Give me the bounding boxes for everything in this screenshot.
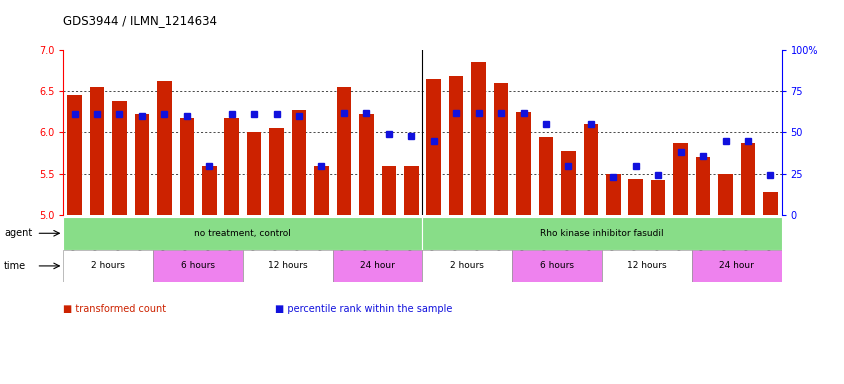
Text: agent: agent xyxy=(4,228,32,238)
Bar xyxy=(583,124,598,215)
Text: time: time xyxy=(4,261,26,271)
Bar xyxy=(314,166,328,215)
Text: ■ percentile rank within the sample: ■ percentile rank within the sample xyxy=(274,304,452,314)
Bar xyxy=(179,118,194,215)
Bar xyxy=(471,62,485,215)
Bar xyxy=(112,101,127,215)
Text: 2 hours: 2 hours xyxy=(450,262,484,270)
Bar xyxy=(628,179,642,215)
Bar xyxy=(68,95,82,215)
Bar xyxy=(695,157,710,215)
Bar xyxy=(336,87,351,215)
Text: Rho kinase inhibitor fasudil: Rho kinase inhibitor fasudil xyxy=(539,229,663,238)
Text: 6 hours: 6 hours xyxy=(181,262,214,270)
Text: 12 hours: 12 hours xyxy=(268,262,307,270)
Bar xyxy=(403,166,418,215)
Bar xyxy=(448,76,463,215)
Text: no treatment, control: no treatment, control xyxy=(194,229,291,238)
Bar xyxy=(225,118,239,215)
Text: 2 hours: 2 hours xyxy=(91,262,125,270)
Bar xyxy=(650,180,665,215)
Bar xyxy=(605,174,619,215)
Text: GDS3944 / ILMN_1214634: GDS3944 / ILMN_1214634 xyxy=(63,14,217,27)
Bar xyxy=(291,110,306,215)
Text: 12 hours: 12 hours xyxy=(626,262,666,270)
Bar xyxy=(359,114,373,215)
Bar xyxy=(246,132,261,215)
Bar xyxy=(333,250,422,282)
Bar xyxy=(538,137,553,215)
Bar xyxy=(63,250,153,282)
Bar xyxy=(717,174,732,215)
Text: 6 hours: 6 hours xyxy=(539,262,573,270)
Bar xyxy=(493,83,508,215)
Bar xyxy=(89,87,104,215)
Bar xyxy=(153,250,243,282)
Bar xyxy=(601,250,691,282)
Bar xyxy=(422,250,511,282)
Bar xyxy=(560,151,575,215)
Bar xyxy=(516,112,530,215)
Text: ■ transformed count: ■ transformed count xyxy=(63,304,166,314)
Bar xyxy=(426,79,441,215)
Bar xyxy=(381,166,396,215)
Bar xyxy=(762,192,776,215)
Bar xyxy=(740,143,755,215)
Bar xyxy=(691,250,781,282)
Bar xyxy=(202,166,216,215)
Bar xyxy=(422,217,781,250)
Bar xyxy=(511,250,601,282)
Bar xyxy=(269,128,284,215)
Bar xyxy=(243,250,333,282)
Text: 24 hour: 24 hour xyxy=(718,262,754,270)
Bar xyxy=(673,143,687,215)
Text: 24 hour: 24 hour xyxy=(360,262,395,270)
Bar xyxy=(134,114,149,215)
Bar xyxy=(157,81,171,215)
Bar xyxy=(63,217,422,250)
